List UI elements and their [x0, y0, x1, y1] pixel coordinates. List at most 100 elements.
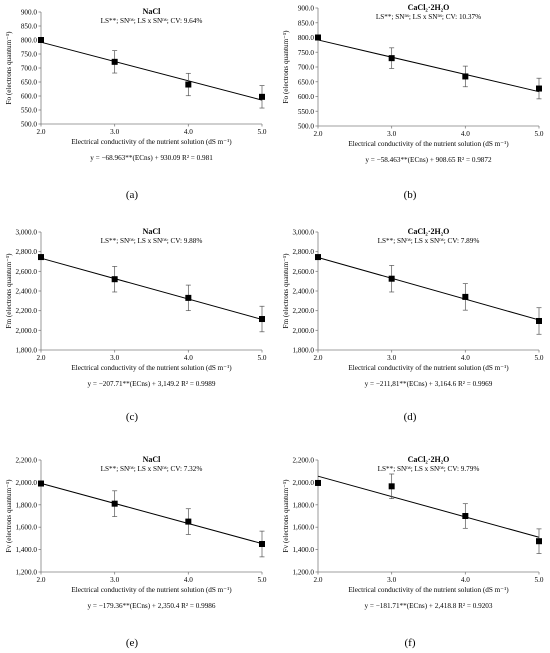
x-tick-label: 5.0: [258, 354, 267, 362]
trendline: [317, 256, 540, 321]
panel-label-a: (a): [125, 189, 139, 201]
x-axis-label: Electrical conductivity of the nutrient …: [348, 364, 509, 372]
y-axis-label: Fo (electrons quantum⁻¹): [5, 31, 13, 105]
chart-panel-c: 1,800.0 2,000.0 2,200.0 2,400.0 2,600.0 2,800…: [5, 227, 267, 388]
x-tick-label: 3.0: [387, 130, 396, 138]
panel-stats: LS**; SNns; LS x SNns; CV: 9.79%: [378, 465, 480, 473]
x-tick-label: 2.0: [37, 128, 46, 136]
y-tick-label: 750.0: [298, 49, 315, 57]
x-tick-label: 3.0: [110, 576, 119, 584]
x-axis-label: Electrical conductivity of the nutrient …: [348, 140, 509, 148]
regression-equation: y = −211,81**(ECns) + 3,164.6 R² = 0.996…: [365, 380, 493, 388]
x-axis-label: Electrical conductivity of the nutrient …: [71, 364, 232, 372]
y-tick-label: 2,200.0: [292, 457, 314, 465]
y-tick-label: 2,600.0: [15, 268, 37, 276]
y-axis-label: Fv (electrons quantum⁻¹): [5, 479, 13, 553]
x-tick-label: 2.0: [37, 576, 46, 584]
y-tick-label: 550.0: [21, 107, 38, 115]
data-point: [388, 55, 395, 62]
y-tick-label: 850.0: [21, 23, 38, 31]
panel-label-f: (f): [404, 637, 416, 649]
data-point: [259, 541, 265, 547]
y-tick-label: 750.0: [21, 51, 38, 59]
y-tick-label: 1,400.0: [292, 546, 314, 554]
x-tick-label: 5.0: [258, 576, 267, 584]
y-tick-label: 3,000.0: [292, 229, 314, 237]
data-point: [536, 85, 542, 92]
trendline: [317, 475, 540, 538]
y-tick-label: 2,000.0: [15, 327, 37, 335]
x-tick-label: 4.0: [184, 354, 193, 362]
regression-equation: y = −207.71**(ECns) + 3,149.2 R² = 0.998…: [88, 380, 216, 388]
y-axis-label: Fm (electrons quantum⁻¹): [5, 253, 13, 329]
trendline: [40, 257, 263, 320]
y-tick-label: 650.0: [21, 79, 38, 87]
chart-panel-e: 1,200.0 1,400.0 1,600.0 1,800.0 2,000.0 2,200…: [5, 455, 267, 610]
y-tick-label: 850.0: [298, 19, 315, 27]
y-tick-label: 1,800.0: [15, 501, 37, 509]
data-point: [111, 276, 118, 283]
data-point: [536, 538, 542, 545]
data-point: [111, 500, 118, 507]
panel-title: NaCl: [143, 455, 162, 464]
panel-title: CaCl₂·2H₂O: [408, 455, 450, 464]
y-axis-label: Fm (electrons quantum⁻¹): [282, 253, 290, 329]
y-tick-label: 1,600.0: [292, 524, 314, 532]
x-tick-label: 2.0: [314, 130, 323, 138]
data-point: [536, 317, 542, 324]
y-tick-label: 800.0: [298, 34, 315, 42]
data-point: [38, 37, 44, 43]
chart-panel-f: 1,200.0 1,400.0 1,600.0 1,800.0 2,000.0 2,200…: [282, 455, 544, 610]
y-tick-label: 2,800.0: [292, 248, 314, 256]
panel-label-d: (d): [403, 411, 417, 423]
data-point: [462, 513, 469, 519]
y-tick-label: 1,800.0: [15, 347, 37, 355]
chart-panel-d: 1,800.0 2,000.0 2,200.0 2,400.0 2,600.0 2,800…: [282, 227, 544, 388]
regression-equation: y = −58.463**(ECns) + 908.65 R² = 0.9872: [365, 156, 492, 164]
y-tick-label: 500.0: [21, 121, 38, 129]
y-tick-label: 2,200.0: [15, 457, 37, 465]
y-tick-label: 1,800.0: [292, 347, 314, 355]
y-tick-label: 650.0: [298, 78, 315, 86]
y-tick-label: 2,200.0: [292, 307, 314, 315]
data-point: [38, 480, 44, 487]
x-tick-label: 5.0: [535, 354, 544, 362]
chart-panel-a: 500.0 550.0 600.0 650.0 700.0 750.0 800.0 850.0…: [5, 7, 267, 162]
panel-stats: LS**; SNns; LS x SNns; CV: 9.64%: [101, 17, 203, 25]
regression-equation: y = −68.963**(ECns) + 930.09 R² = 0.981: [90, 154, 213, 162]
x-axis-label: Electrical conductivity of the nutrient …: [71, 586, 232, 594]
panel-stats: LS**; SNns; LS x SNns; CV: 7.89%: [378, 237, 480, 245]
x-tick-label: 4.0: [184, 576, 193, 584]
y-tick-label: 700.0: [21, 65, 38, 73]
x-tick-label: 4.0: [461, 130, 470, 138]
x-tick-label: 5.0: [535, 130, 544, 138]
y-tick-label: 2,800.0: [15, 248, 37, 256]
y-tick-label: 600.0: [298, 93, 315, 101]
y-tick-label: 1,400.0: [15, 546, 37, 554]
panel-title: NaCl: [143, 7, 162, 16]
chart-panel-b: 500.0 550.0 600.0 650.0 700.0 750.0 800.0 850.0…: [282, 3, 544, 164]
data-point: [388, 483, 395, 490]
x-tick-label: 5.0: [535, 576, 544, 584]
y-tick-label: 1,200.0: [292, 569, 314, 577]
y-tick-label: 900.0: [298, 5, 315, 13]
panel-label-e: (e): [125, 637, 139, 649]
y-tick-label: 2,200.0: [15, 307, 37, 315]
x-axis-label: Electrical conductivity of the nutrient …: [71, 138, 232, 146]
data-point: [185, 294, 192, 301]
data-point: [259, 93, 265, 100]
y-tick-label: 2,400.0: [15, 288, 37, 296]
x-tick-label: 3.0: [387, 576, 396, 584]
y-tick-label: 2,000.0: [292, 479, 314, 487]
panel-label-b: (b): [403, 189, 417, 201]
data-point: [462, 73, 469, 80]
data-point: [315, 254, 321, 261]
data-point: [315, 479, 321, 486]
panel-label-c: (c): [125, 411, 139, 423]
y-tick-label: 2,400.0: [292, 288, 314, 296]
x-tick-label: 3.0: [110, 354, 119, 362]
regression-equation: y = −181.71**(ECns) + 2,418.8 R² = 0.920…: [365, 602, 493, 610]
x-tick-label: 2.0: [314, 354, 323, 362]
trendline: [317, 39, 540, 93]
y-tick-label: 1,200.0: [15, 569, 37, 577]
